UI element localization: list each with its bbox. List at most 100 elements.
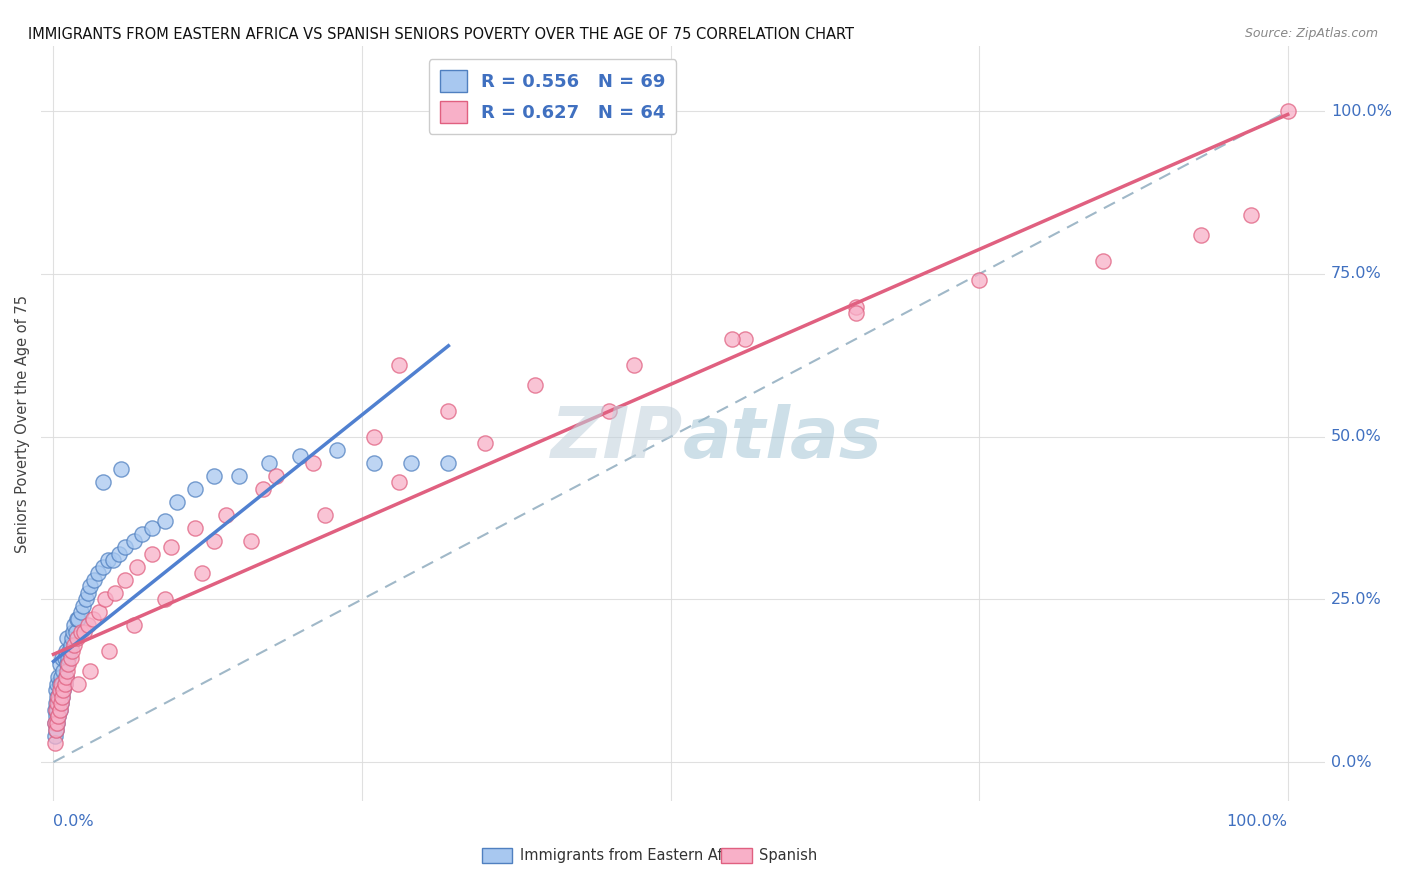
Point [48, 703, 70, 717]
Point [48, 690, 70, 704]
Point [67, 612, 90, 626]
Text: 50.0%: 50.0% [1331, 429, 1382, 444]
Point [79, 664, 101, 678]
Point [437, 456, 460, 470]
Point [264, 468, 287, 483]
Text: 25.0%: 25.0% [1331, 592, 1382, 607]
Point [44, 729, 66, 743]
Point [48, 703, 70, 717]
Point [114, 573, 136, 587]
Point [53, 651, 76, 665]
Point [51, 677, 73, 691]
Point [60, 644, 83, 658]
Point [363, 456, 385, 470]
Text: 100.0%: 100.0% [1226, 814, 1288, 829]
Point [91, 559, 114, 574]
Point [51, 690, 73, 704]
Point [1091, 254, 1114, 268]
Text: Spanish: Spanish [759, 848, 817, 863]
Point [91, 475, 114, 490]
Point [437, 403, 460, 417]
Point [48, 690, 70, 704]
Point [721, 332, 744, 346]
Point [48, 657, 70, 672]
Point [49, 697, 72, 711]
Y-axis label: Seniors Poverty Over the Age of 75: Seniors Poverty Over the Age of 75 [15, 294, 30, 553]
Point [69, 624, 91, 639]
Point [45, 697, 67, 711]
Text: 0.0%: 0.0% [1331, 755, 1372, 770]
Point [55, 644, 77, 658]
Point [48, 709, 70, 723]
Text: Immigrants from Eastern Africa: Immigrants from Eastern Africa [520, 848, 749, 863]
Point [48, 677, 70, 691]
Point [122, 618, 145, 632]
Point [69, 606, 91, 620]
Text: ZIP: ZIP [551, 404, 683, 474]
Point [184, 482, 207, 496]
Point [290, 449, 312, 463]
Point [58, 651, 80, 665]
Point [239, 533, 262, 548]
Point [87, 566, 110, 581]
Point [49, 697, 72, 711]
Point [51, 690, 73, 704]
Point [66, 612, 89, 626]
Point [49, 670, 72, 684]
Point [1189, 227, 1212, 242]
Point [45, 723, 67, 737]
Point [77, 618, 100, 632]
Point [59, 638, 82, 652]
Point [228, 468, 250, 483]
Point [45, 723, 67, 737]
Point [153, 514, 176, 528]
Point [97, 553, 120, 567]
Point [190, 566, 212, 581]
Point [184, 521, 207, 535]
Point [51, 651, 73, 665]
Point [48, 683, 70, 698]
Point [401, 456, 423, 470]
Point [52, 683, 75, 698]
Point [734, 332, 756, 346]
Point [363, 430, 385, 444]
Point [141, 547, 163, 561]
Point [46, 716, 69, 731]
Point [48, 670, 70, 684]
Point [45, 683, 67, 698]
Point [49, 683, 72, 698]
Text: 75.0%: 75.0% [1331, 267, 1382, 282]
Point [110, 462, 132, 476]
Point [56, 632, 79, 646]
Point [388, 358, 411, 372]
Point [52, 664, 75, 678]
Point [48, 697, 70, 711]
Point [83, 573, 105, 587]
Point [623, 358, 645, 372]
Point [46, 697, 69, 711]
Point [67, 677, 90, 691]
Point [474, 436, 496, 450]
Point [46, 677, 69, 691]
Point [314, 508, 336, 522]
Point [202, 468, 225, 483]
Point [845, 306, 868, 320]
Point [58, 644, 80, 658]
Point [215, 508, 238, 522]
Point [55, 670, 77, 684]
Point [326, 442, 349, 457]
Point [77, 586, 100, 600]
Point [73, 624, 96, 639]
Point [46, 716, 69, 731]
Text: 0.0%: 0.0% [53, 814, 94, 829]
Point [87, 606, 110, 620]
Point [166, 494, 188, 508]
Text: Source: ZipAtlas.com: Source: ZipAtlas.com [1244, 27, 1378, 40]
Point [48, 709, 70, 723]
Point [101, 553, 124, 567]
Point [44, 716, 66, 731]
Text: atlas: atlas [683, 404, 883, 474]
Point [45, 709, 67, 723]
Point [44, 735, 66, 749]
Point [252, 482, 274, 496]
